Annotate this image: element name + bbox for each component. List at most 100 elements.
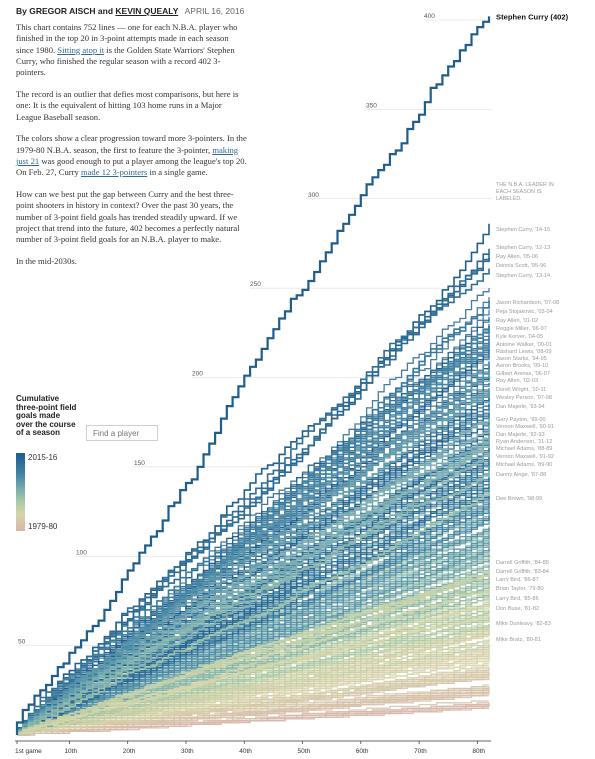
player-line[interactable] — [16, 633, 490, 735]
byline-and: and — [97, 6, 114, 16]
leader-line[interactable] — [16, 223, 490, 735]
player-line[interactable] — [17, 640, 490, 736]
leader-label: Larry Bird, '85-86 — [496, 596, 539, 602]
player-line[interactable] — [16, 597, 490, 735]
leader-line[interactable] — [16, 331, 490, 735]
player-line[interactable] — [17, 693, 489, 736]
leader-line[interactable] — [16, 615, 490, 735]
player-line[interactable] — [16, 443, 490, 735]
leader-label: Mike Dunleavy, '82-83 — [496, 621, 551, 627]
leader-label: Darrell Griffith, '83-84 — [496, 569, 549, 575]
curry-line: Stephen Curry (402) — [15, 12, 569, 735]
leader-label: Darrell Griffith, '84-85 — [496, 560, 549, 566]
author-link[interactable]: GREGOR AISCH — [29, 6, 96, 16]
leader-line[interactable] — [16, 493, 490, 735]
leader-label: Michael Adams, '88-89 — [496, 446, 552, 452]
leader-label: Ray Allen, '02-03 — [496, 378, 538, 384]
x-tick-label: 70th — [414, 748, 427, 755]
player-line[interactable] — [17, 633, 490, 736]
player-line[interactable] — [16, 336, 490, 735]
player-line[interactable] — [17, 703, 489, 736]
player-line[interactable] — [16, 547, 490, 735]
intro-text-span: The colors show a clear progression towa… — [16, 133, 247, 155]
leader-label: Reggie Miller, '96-97 — [496, 326, 547, 332]
player-line[interactable] — [16, 612, 489, 736]
player-line[interactable] — [17, 704, 490, 736]
leader-line[interactable] — [16, 633, 490, 735]
player-line[interactable] — [17, 693, 489, 736]
color-legend: Cumulative three-point field goals made … — [16, 394, 78, 531]
y-tick-label: 350 — [366, 102, 377, 109]
leader-label: Ray Allen, '01-02 — [496, 318, 538, 324]
player-lines — [16, 223, 490, 736]
leader-line[interactable] — [16, 306, 490, 735]
player-line[interactable] — [16, 443, 490, 735]
player-line[interactable] — [16, 474, 490, 735]
player-line[interactable] — [16, 649, 490, 735]
leader-line[interactable] — [16, 574, 490, 735]
intro-text-span: in a single game. — [147, 167, 208, 178]
leader-line[interactable] — [16, 570, 490, 736]
leader-label: Ray Allen, '05-06 — [496, 254, 538, 260]
leader-label: Gary Payton, '99-00 — [496, 417, 546, 423]
x-tick-label: 40th — [239, 748, 252, 755]
leader-label: Dorell Wright, '10-11 — [496, 387, 546, 393]
leader-label: Danny Ainge, '87-88 — [496, 472, 546, 478]
player-line[interactable] — [17, 700, 489, 736]
player-line[interactable] — [16, 361, 490, 735]
player-line[interactable] — [16, 318, 490, 736]
leader-line[interactable] — [16, 347, 490, 735]
leader-label: Wesley Person, '97-98 — [496, 395, 552, 401]
publish-date: APRIL 16, 2016 — [184, 6, 245, 16]
x-tick-label: 10th — [64, 748, 77, 755]
x-tick-label: 80th — [472, 748, 485, 755]
player-line[interactable] — [16, 515, 490, 735]
y-tick-label: 400 — [424, 13, 435, 20]
player-line[interactable] — [16, 596, 489, 735]
leader-note: THE N.B.A. LEADER IN EACH SEASON IS LABELE… — [496, 182, 554, 202]
leader-line[interactable] — [16, 418, 490, 735]
leader-line[interactable] — [16, 470, 490, 735]
y-tick-label: 200 — [192, 371, 203, 378]
leader-line[interactable] — [16, 268, 490, 736]
leader-label: Vernon Maxwell, '91-92 — [496, 454, 554, 460]
y-tick-label: 150 — [134, 460, 145, 467]
sitting-atop-link[interactable]: Sitting atop it — [57, 44, 105, 55]
made-12-link[interactable]: made 12 3-pointers — [80, 167, 148, 178]
legend-bottom-label: 1979-80 — [28, 522, 58, 531]
player-search-input[interactable] — [86, 425, 158, 441]
player-line[interactable] — [16, 671, 489, 735]
player-line[interactable] — [17, 693, 489, 736]
player-line[interactable] — [16, 617, 490, 735]
player-line[interactable] — [16, 454, 490, 735]
leader-line[interactable] — [16, 436, 490, 736]
leader-line[interactable] — [16, 375, 490, 735]
byline: By GREGOR AISCH and KEVIN QUEALY APRIL 1… — [16, 6, 244, 16]
intro-paragraph: How can we best put the gap between Curr… — [16, 189, 240, 245]
curry-series-line[interactable] — [15, 16, 491, 735]
player-line[interactable] — [16, 488, 490, 735]
leader-label: Dennis Scott, '95-96 — [496, 263, 546, 269]
author-link[interactable]: KEVIN QUEALY — [115, 6, 179, 16]
leader-label: Vernon Maxwell, '90-91 — [496, 424, 554, 430]
leader-label: Aaron Brooks, '09-10 — [496, 363, 548, 369]
intro-paragraph: The colors show a clear progression towa… — [16, 133, 248, 178]
byline-prefix: By — [16, 6, 27, 16]
leader-label: Gilbert Arenas, '06-07 — [496, 371, 550, 377]
player-line[interactable] — [16, 509, 489, 735]
y-tick-label: 100 — [76, 549, 87, 556]
leader-line[interactable] — [16, 391, 490, 735]
leader-line[interactable] — [16, 257, 490, 735]
leader-label: Jason Richardson, '07-08 — [496, 300, 559, 306]
leader-note-line: LABELED. — [496, 196, 522, 202]
y-tick-label: 300 — [308, 192, 319, 199]
leader-label: Ryan Anderson, '11-12 — [496, 439, 552, 445]
x-tick-label: 60th — [356, 748, 369, 755]
player-line[interactable] — [16, 515, 490, 735]
leader-labels: Stephen Curry, '14-15 Stephen Curry, '12-… — [496, 182, 559, 643]
curry-label: Stephen Curry (402) — [496, 12, 569, 21]
intro-text-span: was good enough to put a player among th… — [16, 155, 247, 178]
making-just-21-link[interactable]: making just 21 — [16, 144, 239, 166]
player-line[interactable] — [16, 454, 490, 735]
